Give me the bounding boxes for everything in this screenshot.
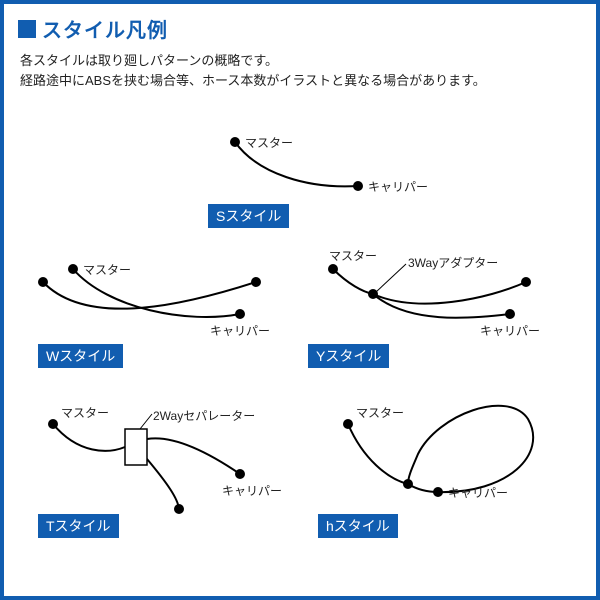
dot-label: キャリパー <box>368 178 428 195</box>
dot-label: マスター <box>245 134 293 151</box>
diagrams-container: マスターキャリパーSスタイルマスターキャリパーWスタイルマスター3Wayアダプタ… <box>8 114 596 594</box>
dot-label: キャリパー <box>210 322 270 339</box>
style-label-Y: Yスタイル <box>308 344 389 368</box>
dot-label: マスター <box>356 404 404 421</box>
header: スタイル凡例 <box>4 4 596 47</box>
style-label-W: Wスタイル <box>38 344 123 368</box>
dot-label: 3Wayアダプター <box>408 254 498 271</box>
style-label-T: Tスタイル <box>38 514 119 538</box>
style-label-h: hスタイル <box>318 514 398 538</box>
description-line-1: 各スタイルは取り廻しパターンの概略です。 <box>20 51 580 71</box>
dot-label: マスター <box>329 247 377 264</box>
dot-label: キャリパー <box>480 322 540 339</box>
dot-label: マスター <box>83 261 131 278</box>
dot-label: マスター <box>61 404 109 421</box>
page-title: スタイル凡例 <box>42 14 168 43</box>
style-label-S: Sスタイル <box>208 204 289 228</box>
dot-label: キャリパー <box>222 482 282 499</box>
header-square-icon <box>18 20 36 38</box>
connector-label: 2Wayセパレーター <box>153 407 255 424</box>
dot-label: キャリパー <box>448 484 508 501</box>
description-line-2: 経路途中にABSを挟む場合等、ホース本数がイラストと異なる場合があります。 <box>20 71 580 91</box>
description-block: 各スタイルは取り廻しパターンの概略です。 経路途中にABSを挟む場合等、ホース本… <box>4 47 596 98</box>
